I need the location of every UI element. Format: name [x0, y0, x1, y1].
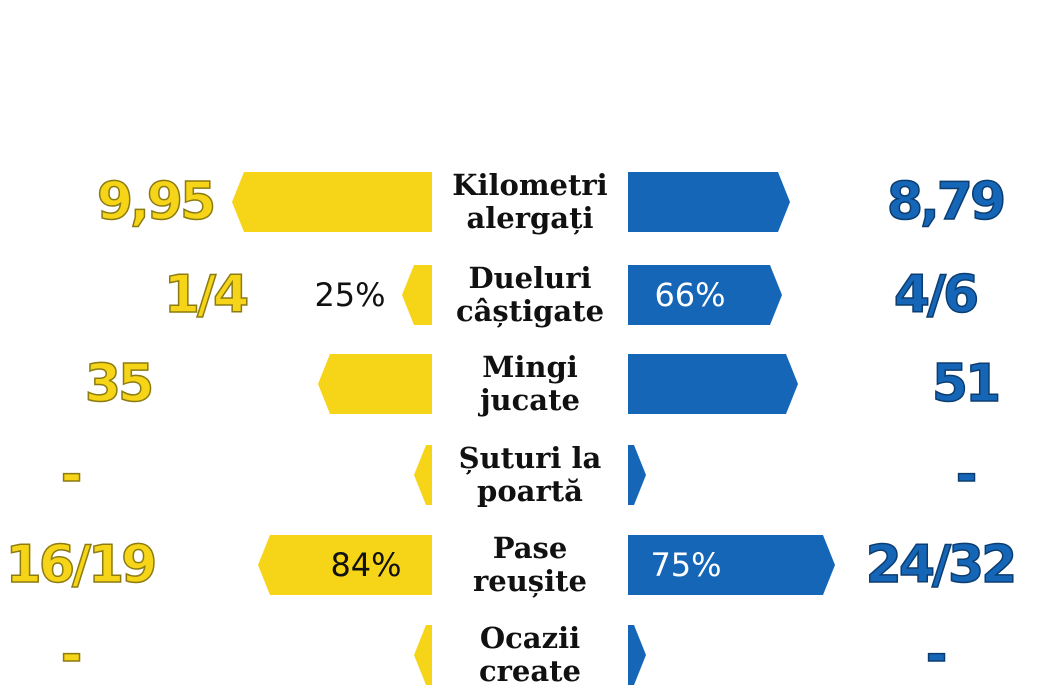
left-percent: 25% — [314, 276, 386, 314]
left-value: - — [60, 444, 83, 506]
label-line: alergați — [466, 201, 594, 235]
right-value: 24/32 — [865, 534, 1018, 596]
label-line: Dueluri — [468, 261, 592, 295]
label-line: Mingi — [482, 350, 578, 384]
right-percent: 75% — [650, 546, 722, 584]
left-value: 9,95 — [96, 171, 217, 233]
left-value: - — [60, 624, 83, 686]
left-value: 16/19 — [5, 534, 158, 596]
metric-label: Kilometri alergați — [430, 169, 630, 235]
label-line: jucate — [480, 383, 580, 417]
label-line: Ocazii — [479, 621, 581, 655]
label-line: câștigate — [455, 294, 605, 328]
right-value: - — [955, 444, 978, 506]
metric-label: Ocazii create — [430, 622, 630, 688]
left-bar — [258, 535, 432, 595]
left-bar — [402, 265, 432, 325]
label-line: Pase — [492, 531, 568, 565]
right-bar — [628, 625, 646, 685]
metric-label: Șuturi la poartă — [430, 442, 630, 508]
metric-label: Mingi jucate — [430, 351, 630, 417]
left-value: 1/4 — [163, 264, 250, 326]
label-line: Kilometri — [452, 168, 608, 202]
right-bar — [628, 172, 790, 232]
right-bar — [628, 354, 798, 414]
right-bar — [628, 445, 646, 505]
right-percent: 66% — [654, 276, 726, 314]
label-line: create — [478, 654, 582, 688]
left-bar — [232, 172, 432, 232]
right-value: 51 — [931, 353, 1002, 415]
right-bar — [628, 265, 782, 325]
metric-label: Pase reușite — [430, 532, 630, 598]
left-bar — [318, 354, 432, 414]
label-line: Șuturi la — [458, 441, 602, 475]
left-value: 35 — [84, 353, 155, 415]
right-value: 8,79 — [886, 171, 1007, 233]
right-bar — [628, 535, 835, 595]
metric-label: Dueluri câștigate — [430, 262, 630, 328]
label-line: poartă — [477, 474, 583, 508]
left-percent: 84% — [330, 546, 402, 584]
label-line: reușite — [472, 564, 587, 598]
right-value: - — [925, 624, 948, 686]
right-value: 4/6 — [893, 264, 980, 326]
